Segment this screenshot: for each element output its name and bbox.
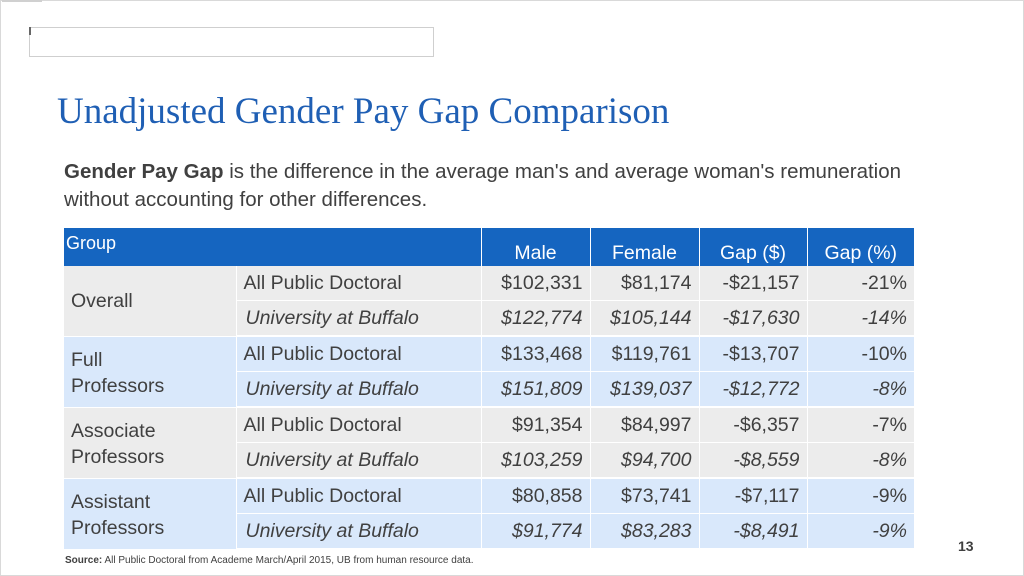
male-cell: $80,858 bbox=[481, 478, 591, 514]
male-cell: $91,774 bbox=[481, 513, 591, 550]
table-row: Associate Professors All Public Doctoral … bbox=[64, 407, 914, 479]
gap-percent-cell: -9% bbox=[807, 513, 914, 550]
institution-cell: University at Buffalo bbox=[236, 300, 482, 337]
header-gap-dollar: Gap ($) bbox=[699, 228, 808, 266]
institution-cell: All Public Doctoral bbox=[236, 336, 482, 372]
page-number: 13 bbox=[958, 538, 974, 554]
source-note: Source: All Public Doctoral from Academe… bbox=[65, 555, 474, 566]
gap-dollar-cell: -$7,117 bbox=[699, 478, 808, 514]
header-text-box bbox=[29, 27, 434, 57]
group-label-line1: Assistant bbox=[71, 490, 151, 513]
female-cell: $84,997 bbox=[590, 407, 700, 443]
table-row: University at Buffalo $91,774 $83,283 -$… bbox=[64, 513, 914, 550]
institution-cell: All Public Doctoral bbox=[236, 266, 482, 301]
gap-dollar-cell: -$21,157 bbox=[699, 266, 808, 301]
group-label-line2: Professors bbox=[71, 374, 165, 397]
female-cell: $81,174 bbox=[590, 266, 700, 301]
pay-gap-table: Group Male Female Gap ($) Gap (%) Overal… bbox=[64, 228, 914, 550]
gap-dollar-cell: -$8,491 bbox=[699, 513, 808, 550]
gap-dollar-cell: -$17,630 bbox=[699, 300, 808, 337]
table-row: Full Professors All Public Doctoral $133,… bbox=[64, 336, 914, 408]
institution-cell: University at Buffalo bbox=[236, 442, 482, 479]
header-female: Female bbox=[590, 228, 700, 266]
group-label-line1: Associate bbox=[71, 419, 156, 442]
gap-percent-cell: -21% bbox=[807, 266, 914, 301]
female-cell: $139,037 bbox=[590, 371, 700, 408]
gap-percent-cell: -8% bbox=[807, 371, 914, 408]
text-cursor-mark bbox=[29, 27, 31, 35]
gap-percent-cell: -14% bbox=[807, 300, 914, 337]
male-cell: $91,354 bbox=[481, 407, 591, 443]
table-row: Overall All Public Doctoral $102,331 $81… bbox=[64, 266, 914, 337]
group-label-associate-professors: Associate Professors bbox=[64, 407, 237, 479]
table-row: Assistant Professors All Public Doctoral … bbox=[64, 478, 914, 550]
definition-paragraph: Gender Pay Gap is the difference in the … bbox=[64, 158, 924, 214]
female-cell: $119,761 bbox=[590, 336, 700, 372]
male-cell: $133,468 bbox=[481, 336, 591, 372]
gap-dollar-cell: -$8,559 bbox=[699, 442, 808, 479]
male-cell: $122,774 bbox=[481, 300, 591, 337]
group-label-full-professors: Full Professors bbox=[64, 336, 237, 408]
header-gap-percent: Gap (%) bbox=[807, 228, 914, 266]
group-label-overall: Overall bbox=[64, 266, 237, 337]
group-label-line2: Professors bbox=[71, 516, 165, 539]
gap-percent-cell: -7% bbox=[807, 407, 914, 443]
institution-cell: University at Buffalo bbox=[236, 371, 482, 408]
female-cell: $94,700 bbox=[590, 442, 700, 479]
gap-percent-cell: -10% bbox=[807, 336, 914, 372]
institution-cell: All Public Doctoral bbox=[236, 407, 482, 443]
table-header-row: Group Male Female Gap ($) Gap (%) bbox=[64, 228, 914, 266]
header-male: Male bbox=[481, 228, 591, 266]
table-row: University at Buffalo $103,259 $94,700 -… bbox=[64, 442, 914, 479]
header-group: Group bbox=[64, 228, 482, 266]
gap-dollar-cell: -$12,772 bbox=[699, 371, 808, 408]
group-label-assistant-professors: Assistant Professors bbox=[64, 478, 237, 550]
gap-dollar-cell: -$6,357 bbox=[699, 407, 808, 443]
top-left-mark bbox=[2, 0, 42, 2]
source-label: Source: bbox=[65, 555, 103, 566]
institution-cell: All Public Doctoral bbox=[236, 478, 482, 514]
male-cell: $151,809 bbox=[481, 371, 591, 408]
female-cell: $73,741 bbox=[590, 478, 700, 514]
definition-text: is the difference in the average man's a… bbox=[64, 160, 902, 211]
gap-dollar-cell: -$13,707 bbox=[699, 336, 808, 372]
table-row: University at Buffalo $151,809 $139,037 … bbox=[64, 371, 914, 408]
table-row: University at Buffalo $122,774 $105,144 … bbox=[64, 300, 914, 337]
male-cell: $102,331 bbox=[481, 266, 591, 301]
male-cell: $103,259 bbox=[481, 442, 591, 479]
slide-title: Unadjusted Gender Pay Gap Comparison bbox=[57, 91, 670, 132]
female-cell: $83,283 bbox=[590, 513, 700, 550]
definition-term: Gender Pay Gap bbox=[64, 160, 224, 183]
source-text: All Public Doctoral from Academe March/A… bbox=[102, 555, 474, 566]
institution-cell: University at Buffalo bbox=[236, 513, 482, 550]
female-cell: $105,144 bbox=[590, 300, 700, 337]
gap-percent-cell: -8% bbox=[807, 442, 914, 479]
group-label-line1: Full bbox=[71, 348, 103, 371]
group-label-line2: Professors bbox=[71, 445, 165, 468]
gap-percent-cell: -9% bbox=[807, 478, 914, 514]
